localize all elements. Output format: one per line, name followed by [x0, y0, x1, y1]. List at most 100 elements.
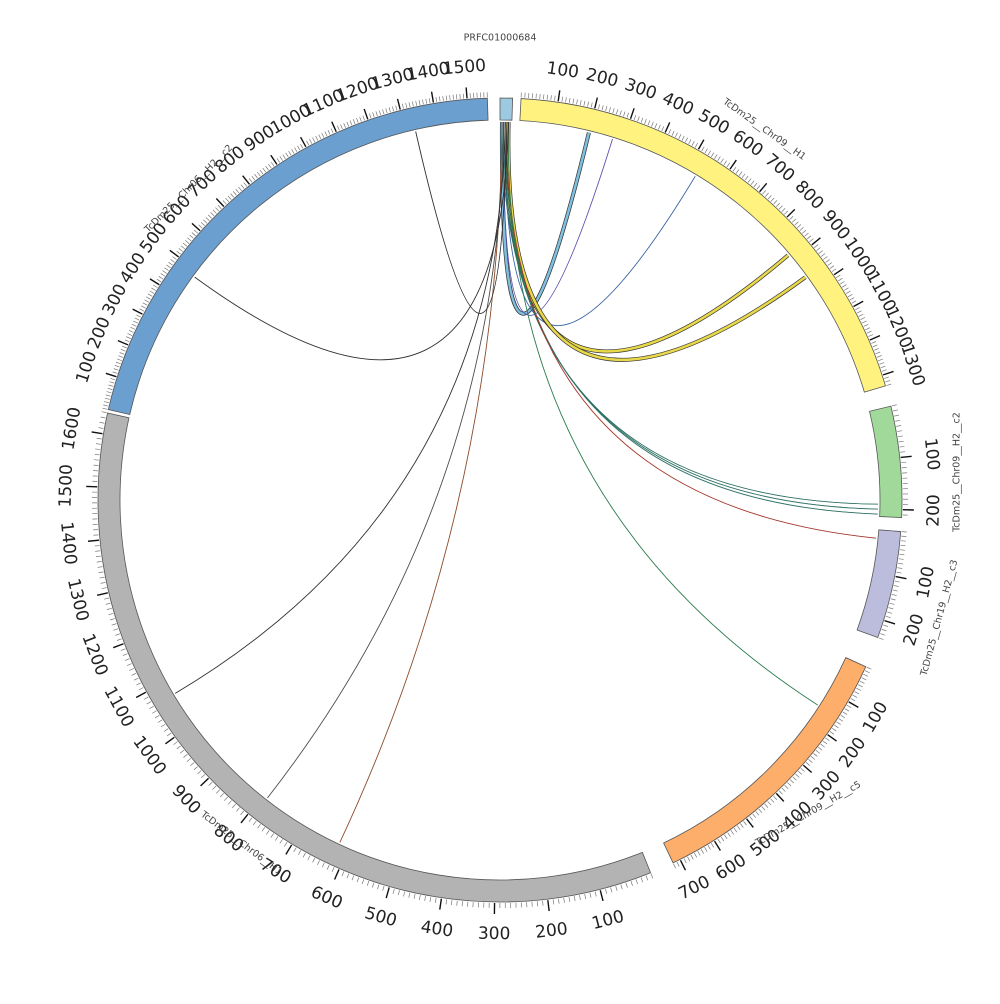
minor-tick — [705, 847, 708, 851]
minor-tick — [687, 857, 689, 861]
minor-tick — [177, 746, 181, 749]
contig-name-prfc: PRFC01000684 — [464, 33, 537, 44]
minor-tick — [813, 753, 817, 756]
tick-label: 300 — [99, 281, 132, 319]
minor-tick — [573, 99, 574, 104]
tick-label: 200 — [835, 734, 870, 772]
minor-tick — [858, 685, 862, 687]
minor-tick — [750, 816, 753, 820]
minor-tick — [96, 556, 101, 557]
minor-tick — [357, 877, 359, 882]
minor-tick — [141, 306, 145, 308]
major-tick — [92, 432, 103, 434]
minor-tick — [830, 731, 834, 734]
minor-tick — [823, 741, 827, 744]
major-tick — [883, 371, 893, 374]
minor-tick — [627, 113, 629, 118]
minor-tick — [898, 436, 903, 437]
minor-tick — [404, 892, 405, 897]
minor-tick — [900, 452, 905, 453]
minor-tick — [711, 843, 714, 847]
major-tick — [776, 793, 784, 801]
minor-tick — [554, 96, 555, 101]
minor-tick — [621, 884, 622, 889]
major-tick — [432, 92, 434, 103]
tick-label: 100 — [859, 698, 893, 736]
minor-tick — [168, 262, 172, 265]
minor-tick — [280, 839, 283, 843]
minor-tick — [847, 705, 851, 708]
minor-tick — [126, 337, 131, 339]
minor-tick — [450, 95, 451, 100]
major-tick — [849, 702, 859, 708]
tick-label: 500 — [362, 903, 399, 931]
minor-tick — [179, 248, 183, 251]
minor-tick — [122, 346, 127, 348]
minor-tick — [96, 444, 101, 445]
minor-tick — [277, 158, 280, 162]
minor-tick — [616, 886, 617, 891]
link-line — [504, 122, 613, 315]
minor-tick — [848, 294, 852, 297]
minor-tick — [711, 153, 714, 157]
minor-tick — [271, 162, 274, 166]
minor-tick — [110, 619, 115, 620]
minor-tick — [843, 712, 847, 715]
minor-tick — [714, 155, 717, 159]
minor-tick — [337, 126, 339, 131]
minor-tick — [825, 738, 829, 741]
minor-tick — [727, 163, 730, 167]
minor-tick — [641, 878, 643, 883]
contig-names-layer: PRFC01000684TcDm25__Chr09__H1TcDm25__Chr… — [142, 33, 963, 878]
minor-tick — [223, 201, 226, 205]
major-tick — [286, 845, 292, 854]
major-tick — [136, 692, 146, 697]
minor-tick — [284, 842, 287, 846]
minor-tick — [317, 860, 319, 864]
minor-tick — [773, 796, 776, 800]
minor-tick — [123, 654, 128, 656]
minor-tick — [443, 96, 444, 101]
minor-tick — [865, 671, 870, 673]
contig-block-chr09h2c2 — [870, 406, 902, 517]
minor-tick — [641, 118, 643, 123]
minor-tick — [392, 106, 393, 111]
minor-tick — [838, 278, 842, 281]
minor-tick — [263, 168, 266, 172]
link-line-outline — [502, 122, 878, 504]
minor-tick — [679, 134, 681, 138]
minor-tick — [881, 366, 886, 368]
minor-tick — [900, 446, 905, 447]
minor-tick — [303, 853, 305, 857]
minor-tick — [790, 216, 794, 219]
minor-tick — [286, 153, 289, 157]
major-tick — [398, 99, 401, 110]
major-tick — [787, 209, 795, 217]
minor-tick — [429, 98, 430, 103]
minor-tick — [439, 97, 440, 102]
tick-label: 1400 — [56, 521, 80, 566]
minor-tick — [855, 307, 859, 309]
major-tick — [106, 373, 116, 376]
minor-tick — [705, 149, 708, 153]
minor-tick — [213, 210, 217, 214]
minor-tick — [564, 898, 565, 903]
minor-tick — [591, 103, 592, 108]
minor-tick — [819, 250, 823, 253]
minor-tick — [183, 754, 187, 757]
minor-tick — [363, 116, 365, 121]
tick-label: 1500 — [442, 56, 487, 79]
minor-tick — [115, 634, 120, 636]
minor-tick — [860, 317, 864, 319]
minor-tick — [860, 681, 864, 683]
minor-tick — [830, 266, 834, 269]
minor-tick — [129, 668, 134, 670]
contig-block-chr19h2c3 — [857, 530, 901, 638]
minor-tick — [252, 176, 255, 180]
minor-tick — [102, 412, 107, 413]
minor-tick — [422, 99, 423, 104]
major-tick — [201, 778, 209, 786]
minor-tick — [896, 572, 901, 573]
minor-tick — [102, 588, 107, 589]
